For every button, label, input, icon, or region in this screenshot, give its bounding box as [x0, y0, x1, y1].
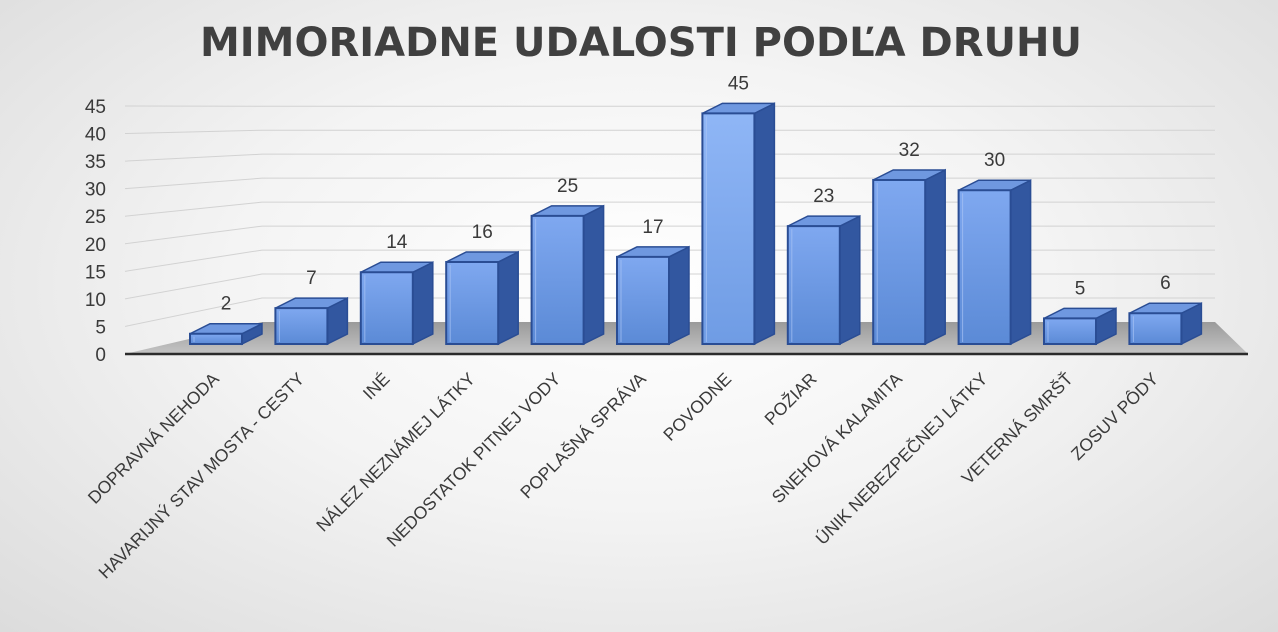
data-label: 16	[472, 222, 493, 243]
x-tick-label: POVODNE	[659, 369, 735, 445]
bar-front-face	[701, 112, 756, 345]
data-label: 7	[306, 268, 317, 289]
bar-side-face	[753, 102, 776, 346]
bar-front-face	[359, 271, 414, 345]
bar-side-face	[839, 214, 861, 346]
bar	[872, 168, 946, 346]
y-tick-label: 5	[95, 317, 106, 338]
data-label: 17	[642, 217, 663, 238]
bar-side-face	[1009, 179, 1032, 346]
bar-front-face	[957, 189, 1012, 345]
bar-side-face	[582, 204, 605, 346]
gridline	[124, 201, 1215, 217]
y-tick-label: 20	[85, 235, 106, 256]
bar	[957, 179, 1032, 346]
bar-front-face	[1128, 312, 1183, 345]
chart-title: MIMORIADNE UDALOSTI PODĽA DRUHU	[200, 20, 1082, 66]
x-tick-label: ZOSUV PÔDY	[1066, 368, 1162, 464]
bar-front-face	[445, 260, 500, 345]
bar	[274, 296, 349, 346]
bar	[786, 214, 861, 346]
y-tick-label: 45	[85, 97, 106, 118]
y-tick-label: 35	[85, 152, 106, 173]
data-label: 30	[984, 150, 1005, 171]
x-tick-label: NÁLEZ NEZNÁMEJ LÁTKY	[312, 368, 479, 535]
data-label: 32	[899, 140, 920, 161]
gridline	[124, 225, 1215, 245]
bar-side-face	[924, 168, 946, 346]
bar-front-face	[530, 214, 585, 345]
y-tick-label: 40	[85, 125, 106, 146]
bar	[1043, 307, 1117, 346]
gridline	[124, 129, 1215, 135]
y-tick-label: 25	[85, 207, 106, 228]
x-tick-label: NEDOSTATOK PITNEJ VODY	[383, 368, 565, 550]
y-axis: 0 5 10 15 20 25 30 35 40 45	[85, 97, 106, 366]
bar	[359, 261, 434, 346]
bar-front-face	[189, 332, 243, 345]
bar	[616, 245, 690, 346]
bars	[189, 102, 1203, 346]
data-label: 2	[221, 294, 232, 315]
bar	[701, 102, 776, 346]
data-label: 45	[728, 73, 749, 94]
gridline	[124, 177, 1215, 190]
data-labels: 2 7 14 16 25 17 45 23 32 30 5 6	[221, 73, 1171, 314]
y-tick-label: 10	[85, 290, 106, 311]
data-label: 25	[557, 176, 578, 197]
bar-side-face	[668, 245, 690, 346]
y-tick-label: 30	[85, 180, 106, 201]
data-label: 6	[1160, 273, 1171, 294]
data-label: 23	[813, 186, 834, 207]
bar-front-face	[872, 178, 927, 345]
bar	[445, 250, 519, 346]
bar	[530, 204, 605, 346]
gridline	[124, 153, 1215, 162]
y-tick-label: 15	[85, 262, 106, 283]
bar-front-face	[616, 255, 670, 345]
bar-front-face	[274, 307, 329, 346]
y-tick-label: 0	[95, 345, 106, 366]
data-label: 14	[386, 232, 408, 253]
bar-side-face	[412, 261, 434, 346]
bar-front-face	[786, 225, 841, 346]
bar-front-face	[1043, 317, 1097, 345]
x-tick-label: ÚNIK NEBEZPEČNEJ LÁTKY	[811, 368, 992, 549]
x-tick-label: POŽIAR	[760, 369, 820, 429]
data-label: 5	[1075, 278, 1086, 299]
bar	[1128, 302, 1203, 346]
x-tick-label: INÉ	[359, 369, 394, 404]
bar-side-face	[497, 250, 519, 346]
bar	[189, 322, 263, 346]
gridlines	[124, 105, 1215, 327]
